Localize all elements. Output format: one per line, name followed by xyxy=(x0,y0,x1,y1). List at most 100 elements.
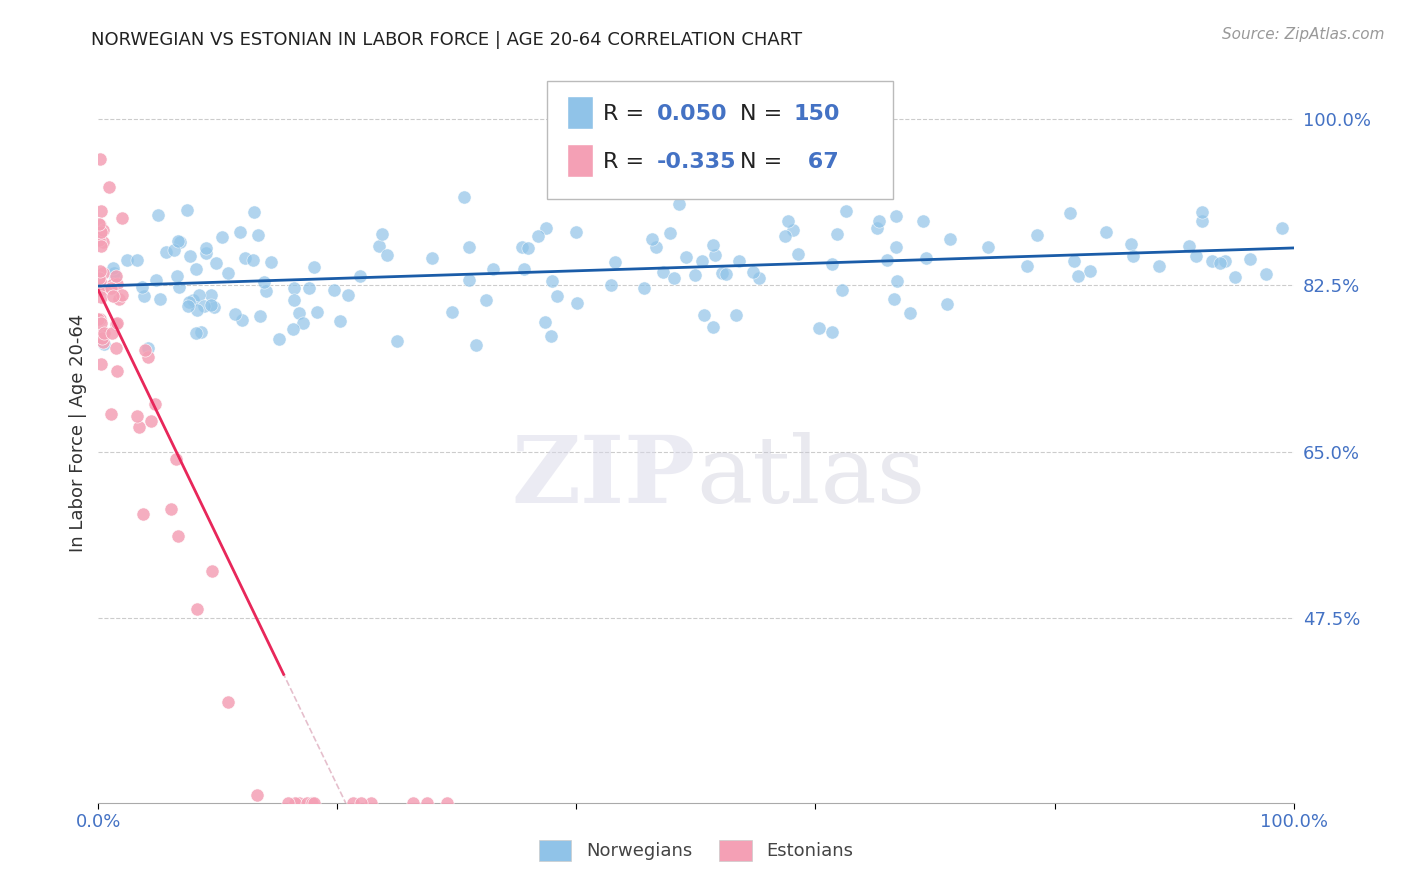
Point xyxy=(876,253,898,268)
Point xyxy=(675,250,697,264)
Point xyxy=(91,235,114,249)
Point xyxy=(277,796,299,810)
Point xyxy=(371,227,394,241)
Point xyxy=(898,306,921,320)
Point xyxy=(211,229,233,244)
Text: Source: ZipAtlas.com: Source: ZipAtlas.com xyxy=(1222,27,1385,42)
Point xyxy=(533,314,555,328)
Point xyxy=(668,197,690,211)
Point xyxy=(231,313,253,327)
Point xyxy=(1178,239,1201,253)
Point xyxy=(90,289,112,303)
Point xyxy=(702,237,724,252)
Point xyxy=(90,239,112,253)
Point xyxy=(87,283,110,297)
Point xyxy=(1119,236,1142,251)
Point xyxy=(782,223,804,237)
Point xyxy=(104,317,127,331)
Point xyxy=(831,283,853,297)
Point xyxy=(645,240,668,254)
Point xyxy=(166,529,188,543)
Point xyxy=(159,502,181,516)
Point xyxy=(377,248,399,262)
Point xyxy=(128,420,150,434)
Point xyxy=(693,308,716,322)
Point xyxy=(835,203,858,218)
Point xyxy=(186,602,208,616)
Point xyxy=(510,240,533,254)
Point xyxy=(337,287,360,301)
Point xyxy=(188,288,211,302)
Point xyxy=(87,312,110,326)
Point xyxy=(565,295,588,310)
Point xyxy=(368,239,391,253)
Point xyxy=(541,274,564,288)
Point xyxy=(89,152,111,166)
Point xyxy=(360,796,382,810)
Point xyxy=(254,284,277,298)
Point xyxy=(108,292,131,306)
Y-axis label: In Labor Force | Age 20-64: In Labor Force | Age 20-64 xyxy=(69,313,87,552)
Point xyxy=(748,271,770,285)
Point xyxy=(349,269,371,284)
Point xyxy=(132,507,155,521)
Point xyxy=(939,232,962,246)
Point xyxy=(181,293,204,307)
Point xyxy=(200,288,222,302)
Point xyxy=(350,796,373,810)
Point xyxy=(155,244,177,259)
Point xyxy=(714,267,737,281)
Point xyxy=(724,308,747,322)
Point xyxy=(884,240,907,254)
Point xyxy=(105,364,128,378)
Point xyxy=(134,289,156,303)
Point xyxy=(457,273,479,287)
Point xyxy=(465,338,488,352)
Point xyxy=(911,213,934,227)
Point xyxy=(103,288,125,302)
Point xyxy=(89,218,111,232)
Point xyxy=(283,293,305,307)
Point xyxy=(1213,253,1236,268)
Legend: Norwegians, Estonians: Norwegians, Estonians xyxy=(531,832,860,868)
Point xyxy=(190,325,212,339)
Point xyxy=(163,243,186,257)
Point xyxy=(166,269,188,284)
Point xyxy=(527,228,550,243)
Point xyxy=(302,796,325,810)
Point xyxy=(89,233,111,247)
Point xyxy=(127,253,149,268)
Point xyxy=(600,278,623,293)
Point xyxy=(284,796,307,810)
Point xyxy=(105,277,128,292)
Point xyxy=(295,796,318,810)
Point xyxy=(298,281,321,295)
Point xyxy=(786,246,808,260)
Point xyxy=(808,320,831,334)
Point xyxy=(704,248,727,262)
Point xyxy=(217,695,239,709)
Point xyxy=(242,253,264,268)
Point xyxy=(91,334,114,349)
Point xyxy=(91,325,114,339)
Point xyxy=(93,326,115,341)
Point xyxy=(101,277,124,291)
Point xyxy=(98,180,121,194)
Point xyxy=(103,266,125,280)
Point xyxy=(90,225,112,239)
Point xyxy=(193,299,215,313)
Point xyxy=(179,248,201,262)
Point xyxy=(513,262,536,277)
Point xyxy=(475,293,498,307)
Point xyxy=(546,289,568,303)
Point xyxy=(1059,206,1081,220)
Point xyxy=(436,796,458,810)
Point xyxy=(283,280,305,294)
Point xyxy=(1015,259,1038,273)
Point xyxy=(564,225,586,239)
Point xyxy=(179,294,201,309)
Point xyxy=(90,357,112,371)
Point xyxy=(481,262,503,277)
Text: NORWEGIAN VS ESTONIAN IN LABOR FORCE | AGE 20-64 CORRELATION CHART: NORWEGIAN VS ESTONIAN IN LABOR FORCE | A… xyxy=(91,31,803,49)
Point xyxy=(935,297,957,311)
